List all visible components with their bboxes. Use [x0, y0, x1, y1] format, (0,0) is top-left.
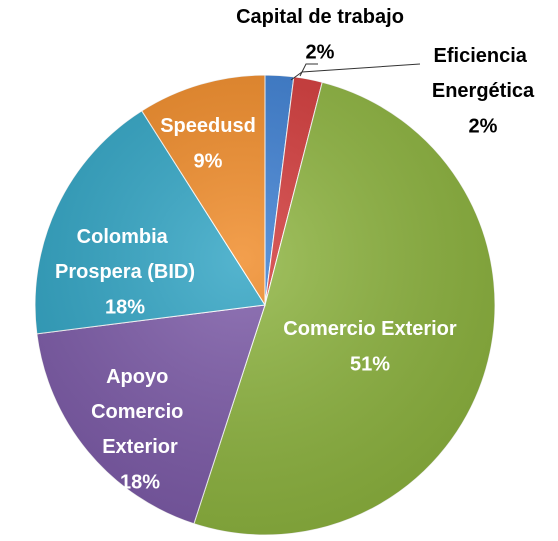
value-label: 2% [469, 115, 498, 137]
label-line: Comercio [91, 401, 189, 423]
slice-label: Comercio Exterior [283, 318, 457, 340]
label-line: Speedusd [160, 115, 256, 137]
label-line: Colombia [77, 226, 174, 248]
slice-label: Apoyo Comercio Exterior [91, 366, 189, 458]
labels: Capital de trabajo 2% Eficiencia Energétic… [55, 6, 535, 493]
leader-line [290, 63, 421, 81]
value-label: 18% [120, 471, 160, 493]
label-line: Exterior [102, 436, 178, 458]
value-label: 9% [194, 150, 223, 172]
leader-line [299, 63, 318, 77]
label-line: Eficiencia [434, 45, 533, 67]
label-line: Apoyo [106, 366, 174, 388]
label-line: Comercio Exterior [283, 318, 457, 340]
label-line: Capital de trabajo [236, 6, 404, 28]
value-label: 18% [105, 296, 145, 318]
slice-label: Speedusd [160, 115, 256, 137]
slice-label: Capital de trabajo [236, 6, 404, 28]
label-line: Energética [432, 80, 535, 102]
value-label: 51% [350, 353, 390, 375]
label-line: Prospera (BID) [55, 261, 195, 283]
slice-label: Eficiencia Energética [432, 45, 535, 102]
value-label: 2% [306, 41, 335, 63]
slice-label: Colombia Prospera (BID) [55, 226, 195, 283]
